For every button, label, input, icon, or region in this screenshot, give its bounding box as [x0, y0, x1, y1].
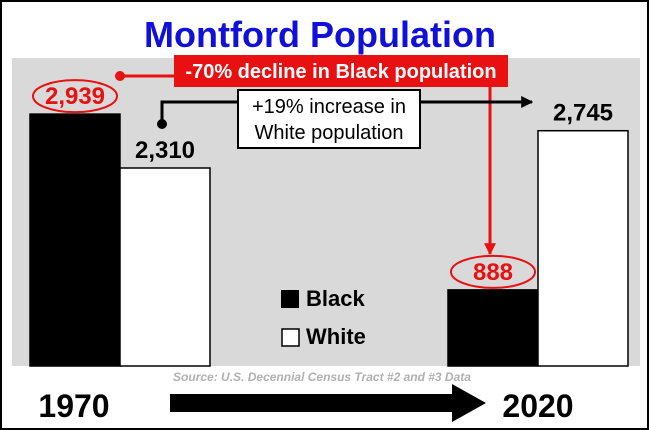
- bar-black-1970: [29, 113, 121, 367]
- timeline-arrow-shaft: [170, 394, 452, 412]
- chart-title: Montford Population: [144, 14, 496, 55]
- black-change-label: -70% decline in Black population: [185, 61, 496, 83]
- value-highlight-black-1970: [32, 79, 118, 114]
- bar-white-2020: [537, 129, 629, 367]
- bar-black-2020: [447, 289, 539, 367]
- legend-label-white: White: [306, 324, 366, 349]
- value-highlight-black-2020: [450, 254, 536, 289]
- value-label-white-1970: 2,310: [135, 137, 195, 164]
- value-label-black-1970: 2,939: [45, 83, 105, 110]
- bars-group: 2,939 2,310 888 2,745: [29, 79, 629, 367]
- white-change-box: [237, 89, 421, 149]
- black-change-dot: [115, 71, 125, 81]
- source-note: Source: U.S. Decennial Census Tract #2 a…: [173, 370, 471, 384]
- category-label-1970: 1970: [38, 388, 109, 424]
- white-change-dot: [157, 119, 167, 129]
- value-label-black-2020: 888: [473, 259, 513, 286]
- bar-white-1970: [119, 167, 211, 367]
- value-label-white-2020: 2,745: [553, 100, 613, 127]
- legend-swatch-black: [281, 290, 299, 308]
- white-change-connector: [160, 100, 238, 124]
- legend-label-black: Black: [306, 286, 365, 311]
- category-label-2020: 2020: [502, 388, 573, 424]
- white-change-label-line2: White population: [255, 122, 404, 144]
- white-change-label-line1: +19% increase in: [252, 96, 406, 118]
- black-change-box: [174, 55, 508, 87]
- timeline-arrow-head: [452, 384, 486, 422]
- legend-swatch-white: [281, 328, 300, 347]
